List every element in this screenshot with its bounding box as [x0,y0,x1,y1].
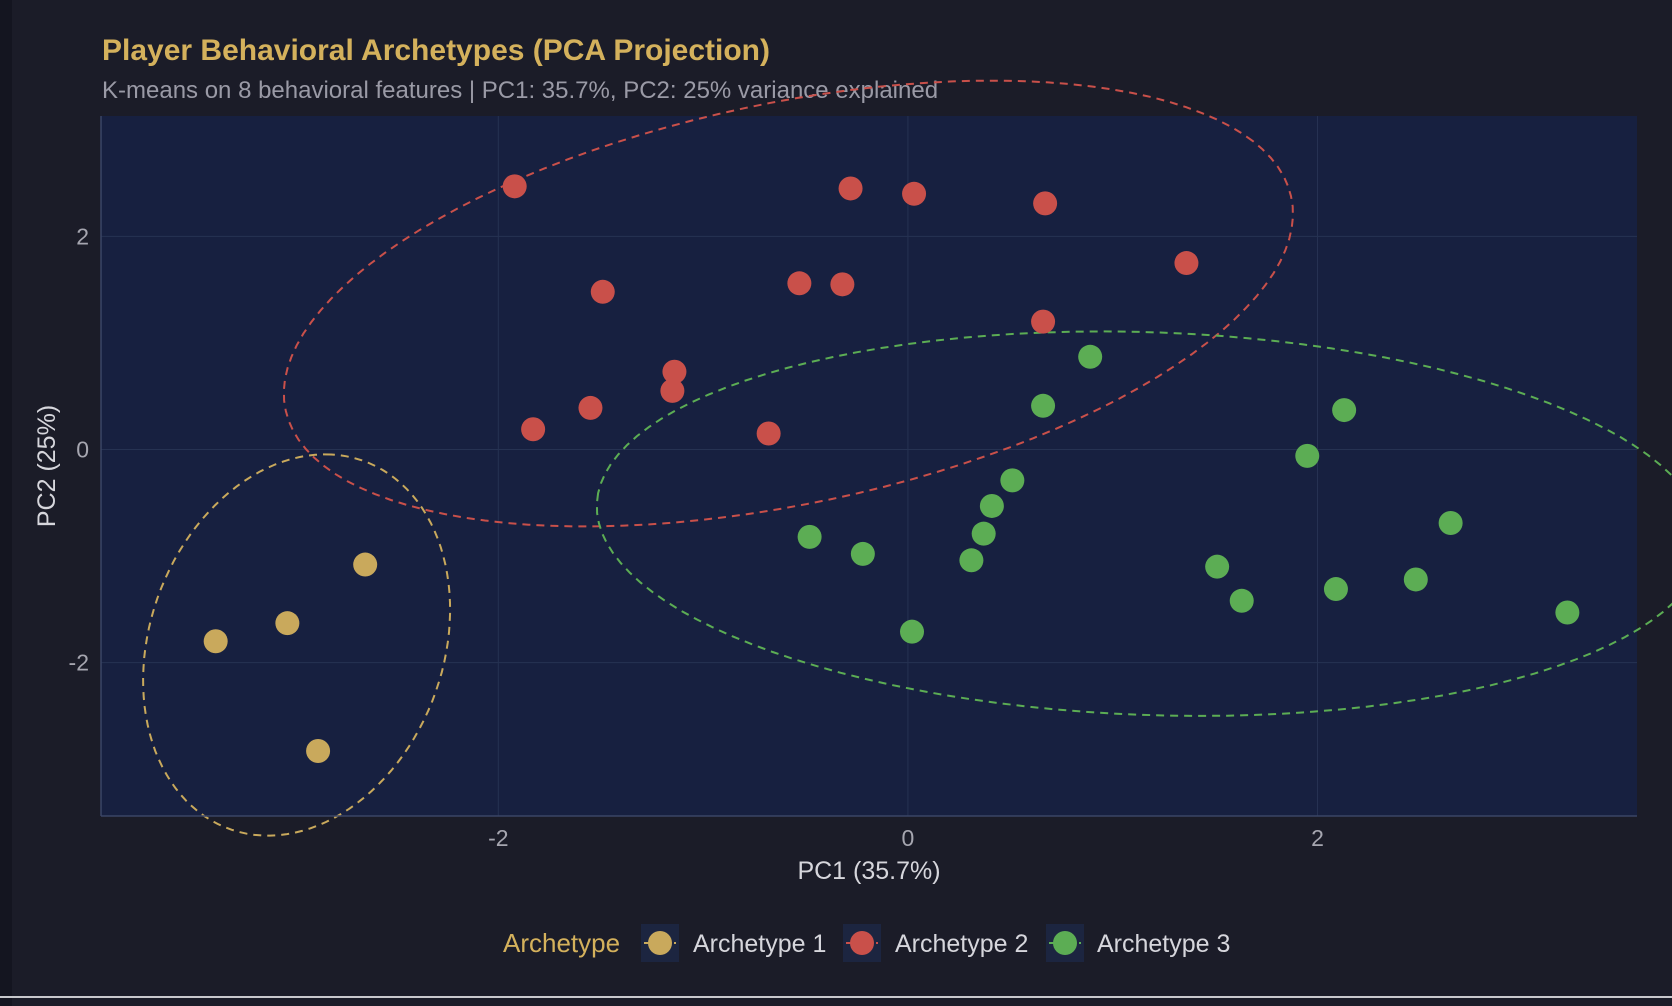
bottom-divider [0,996,1672,998]
point-archetype-3[interactable] [1031,393,1056,418]
point-archetype-3[interactable] [797,524,822,549]
y-tick-label: -2 [69,650,89,676]
x-tick-label: -2 [488,825,508,851]
legend: Archetype Archetype 1 Archetype 2 Archet… [503,924,1230,962]
point-archetype-3[interactable] [959,548,984,573]
point-archetype-2[interactable] [662,359,687,384]
cluster-ellipses [142,79,1672,837]
legend-label: Archetype 3 [1097,930,1230,958]
point-archetype-3[interactable] [1555,600,1580,625]
point-archetype-3[interactable] [1438,511,1463,536]
legend-label: Archetype 2 [895,930,1028,958]
point-archetype-1[interactable] [203,629,228,654]
point-archetype-3[interactable] [1078,344,1103,369]
chart-subtitle: K-means on 8 behavioral features | PC1: … [102,77,938,104]
legend-item-archetype-2[interactable]: Archetype 2 [843,924,1028,962]
point-archetype-2[interactable] [1174,251,1199,276]
point-archetype-2[interactable] [756,421,781,446]
x-tick-label: 2 [1311,825,1324,851]
axes: -2 0 2 -2 0 2 [69,116,1637,851]
x-axis-label: PC1 (35.7%) [797,857,940,885]
legend-title: Archetype [503,928,620,958]
point-archetype-2[interactable] [521,417,546,442]
legend-key-dot [850,931,874,955]
point-archetype-2[interactable] [787,271,812,296]
y-tick-label: 0 [76,436,89,462]
y-axis-label: PC2 (25%) [33,405,61,527]
point-archetype-3[interactable] [1205,554,1230,579]
legend-key-dot [648,931,672,955]
ellipse-archetype-2 [282,79,1294,528]
point-archetype-2[interactable] [902,181,927,206]
y-tick-label: 2 [76,223,89,249]
point-archetype-1[interactable] [275,611,300,636]
point-archetype-3[interactable] [1403,567,1428,592]
ellipse-archetype-3 [595,330,1672,717]
plot-panel [101,116,1637,816]
chart-title: Player Behavioral Archetypes (PCA Projec… [102,34,770,67]
point-archetype-3[interactable] [850,541,875,566]
point-archetype-2[interactable] [1033,191,1058,216]
point-archetype-2[interactable] [502,174,527,199]
data-points [203,174,1580,764]
point-archetype-2[interactable] [578,395,603,420]
point-archetype-1[interactable] [306,739,331,764]
point-archetype-3[interactable] [1000,468,1025,493]
legend-label: Archetype 1 [693,930,826,958]
legend-item-archetype-3[interactable]: Archetype 3 [1046,924,1230,962]
point-archetype-3[interactable] [1229,588,1254,613]
point-archetype-3[interactable] [900,619,925,644]
point-archetype-2[interactable] [830,272,855,297]
legend-item-archetype-1[interactable]: Archetype 1 [641,924,826,962]
point-archetype-3[interactable] [1332,398,1357,423]
point-archetype-2[interactable] [590,279,615,304]
point-archetype-3[interactable] [979,493,1004,518]
point-archetype-2[interactable] [660,378,685,403]
point-archetype-3[interactable] [971,521,996,546]
legend-key-dot [1053,931,1077,955]
window-edge [0,0,12,1006]
point-archetype-1[interactable] [353,552,378,577]
grid-lines [101,116,1637,816]
point-archetype-3[interactable] [1295,443,1320,468]
point-archetype-2[interactable] [838,176,863,201]
point-archetype-3[interactable] [1323,577,1348,602]
x-tick-label: 0 [902,825,915,851]
point-archetype-2[interactable] [1031,309,1056,334]
